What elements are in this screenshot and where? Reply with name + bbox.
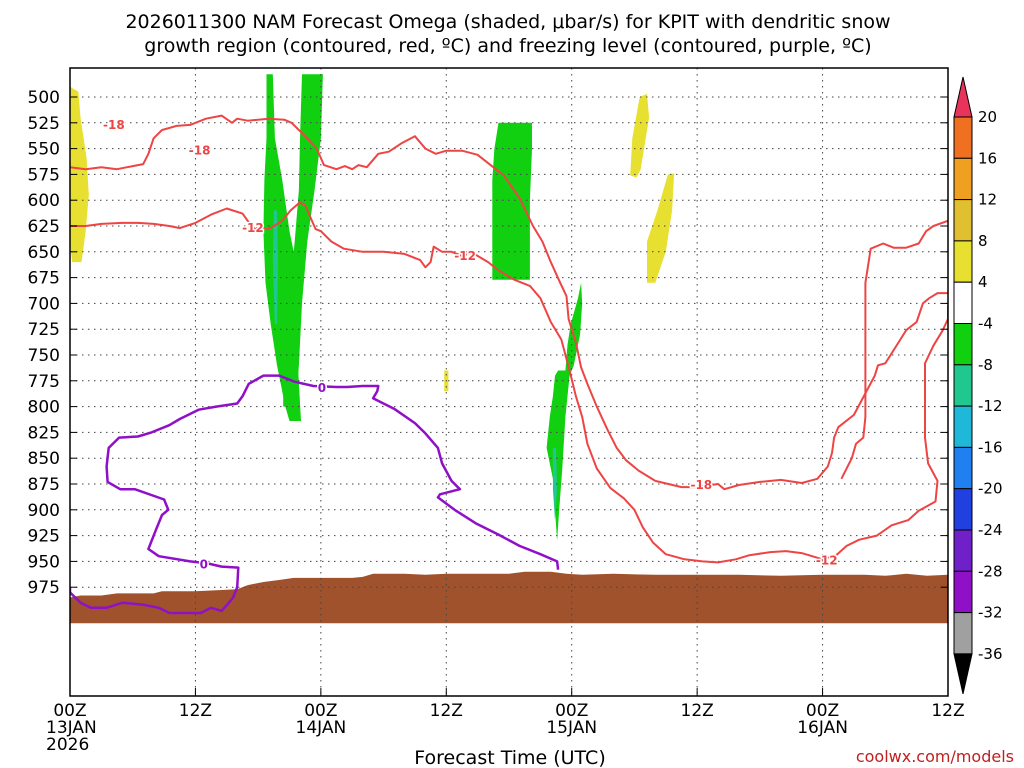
colorbar-label: 20 (978, 108, 997, 126)
y-tick-label: 950 (28, 552, 60, 572)
omega-region-yellow-b (630, 93, 650, 178)
x-tick-label: 13JAN (46, 718, 97, 738)
colorbar-label: 16 (978, 149, 997, 167)
x-tick-label: 12Z (430, 701, 463, 721)
x-tick-label: 2026 (46, 735, 89, 755)
x-tick-label: 12Z (681, 701, 714, 721)
omega-region-green-d (546, 282, 583, 541)
contour-freezing-0 (70, 374, 560, 615)
chart-title-line1: 2026011300 NAM Forecast Omega (shaded, μ… (125, 11, 890, 33)
colorbar-bottom-arrow (953, 653, 973, 695)
contour-label: -12 (454, 249, 476, 263)
colorbar-cell (953, 323, 973, 366)
y-tick-label: 750 (28, 346, 60, 366)
colorbar-cell (953, 281, 973, 325)
x-tick-label: 00Z (53, 701, 86, 721)
y-tick-label: 650 (28, 243, 60, 263)
contour-label: 0 (318, 381, 326, 395)
contour-label: -18 (690, 478, 712, 492)
plot-area (70, 68, 948, 696)
colorbar-cell (953, 612, 973, 655)
omega-region-green-c (492, 122, 532, 280)
y-tick-label: 625 (28, 217, 60, 237)
y-tick-label: 825 (28, 423, 60, 443)
terrain-fill (70, 571, 948, 624)
omega-region-teal-b (552, 447, 558, 521)
contours (70, 114, 948, 615)
colorbar-cell (953, 529, 973, 572)
plot-frame (69, 67, 949, 697)
x-tick-label: 15JAN (546, 718, 597, 738)
contour-label: -18 (103, 118, 125, 132)
y-tick-label: 525 (28, 114, 60, 134)
x-tick-label: 00Z (304, 701, 337, 721)
x-tick-label: 00Z (555, 701, 588, 721)
colorbar-cell (953, 405, 973, 448)
colorbar-cell (953, 446, 973, 490)
contour-dgz-12 (70, 201, 948, 564)
colorbar-label: -36 (978, 645, 1003, 663)
omega-region-yellow-c (647, 173, 675, 283)
colorbar-cell (953, 199, 973, 242)
contour-dgz-12-right (840, 219, 948, 480)
y-tick-label: 600 (28, 191, 60, 211)
x-tick-label: 12Z (179, 701, 212, 721)
credit-text: coolwx.com/models (856, 747, 1014, 766)
omega-region-green-b (283, 74, 323, 407)
colorbar-label: -12 (978, 397, 1003, 415)
colorbar-label: -28 (978, 562, 1003, 580)
y-tick-label: 900 (28, 501, 60, 521)
omega-shading (70, 74, 675, 541)
y-tick-label: 850 (28, 449, 60, 469)
y-tick-label: 550 (28, 140, 60, 160)
y-tick-label: 575 (28, 165, 60, 185)
x-tick-label: 12Z (931, 701, 964, 721)
colorbar-label: -20 (978, 480, 1003, 498)
x-axis-title: Forecast Time (UTC) (414, 747, 605, 768)
y-tick-label: 775 (28, 372, 60, 392)
x-tick-label: 16JAN (797, 718, 848, 738)
y-axis: 500 525 550 575 600 625 650 675 700 725 750 775 800 8… (28, 88, 948, 598)
chart-title-line2: growth region (contoured, red, ºC) and f… (144, 35, 871, 57)
colorbar-label: 8 (978, 232, 988, 250)
colorbar-cell (953, 570, 973, 614)
y-tick-label: 975 (28, 578, 60, 598)
y-tick-label: 725 (28, 320, 60, 340)
omega-region-teal-a (272, 210, 278, 324)
terrain (70, 571, 948, 624)
y-tick-label: 875 (28, 475, 60, 495)
contour-label: -12 (242, 221, 264, 235)
contour-label: 0 (200, 557, 208, 571)
contour-dgz-18 (70, 114, 948, 491)
colorbar-label: -8 (978, 356, 993, 374)
colorbar-cell (953, 488, 973, 531)
y-tick-label: 700 (28, 294, 60, 314)
y-tick-label: 925 (28, 527, 60, 547)
x-tick-label: 14JAN (296, 718, 347, 738)
colorbar-label: -24 (978, 521, 1003, 539)
y-tick-label: 675 (28, 269, 60, 289)
colorbar-cell (953, 364, 973, 407)
contour-labels: -18 -18 -18 -12 -12 -12 0 0 (102, 116, 840, 573)
colorbar-label: 12 (978, 191, 997, 209)
y-tick-label: 800 (28, 398, 60, 418)
colorbar-cell (953, 240, 973, 283)
x-tick-label: 00Z (806, 701, 839, 721)
colorbar-label: 4 (978, 273, 988, 291)
colorbar-top-arrow (953, 76, 973, 118)
colorbar: 20 16 12 8 4 -4 -8 -12 -16 -20 -24 -28 -32 -36 (953, 76, 1003, 695)
y-tick-label: 500 (28, 88, 60, 108)
contour-label: -12 (816, 553, 838, 567)
contour-label: -18 (189, 144, 211, 158)
omega-region-yellow-a (70, 86, 89, 263)
colorbar-label: -4 (978, 315, 993, 333)
colorbar-label: -32 (978, 604, 1003, 622)
colorbar-cell (953, 157, 973, 201)
colorbar-cell (953, 116, 973, 159)
colorbar-label: -16 (978, 438, 1003, 456)
